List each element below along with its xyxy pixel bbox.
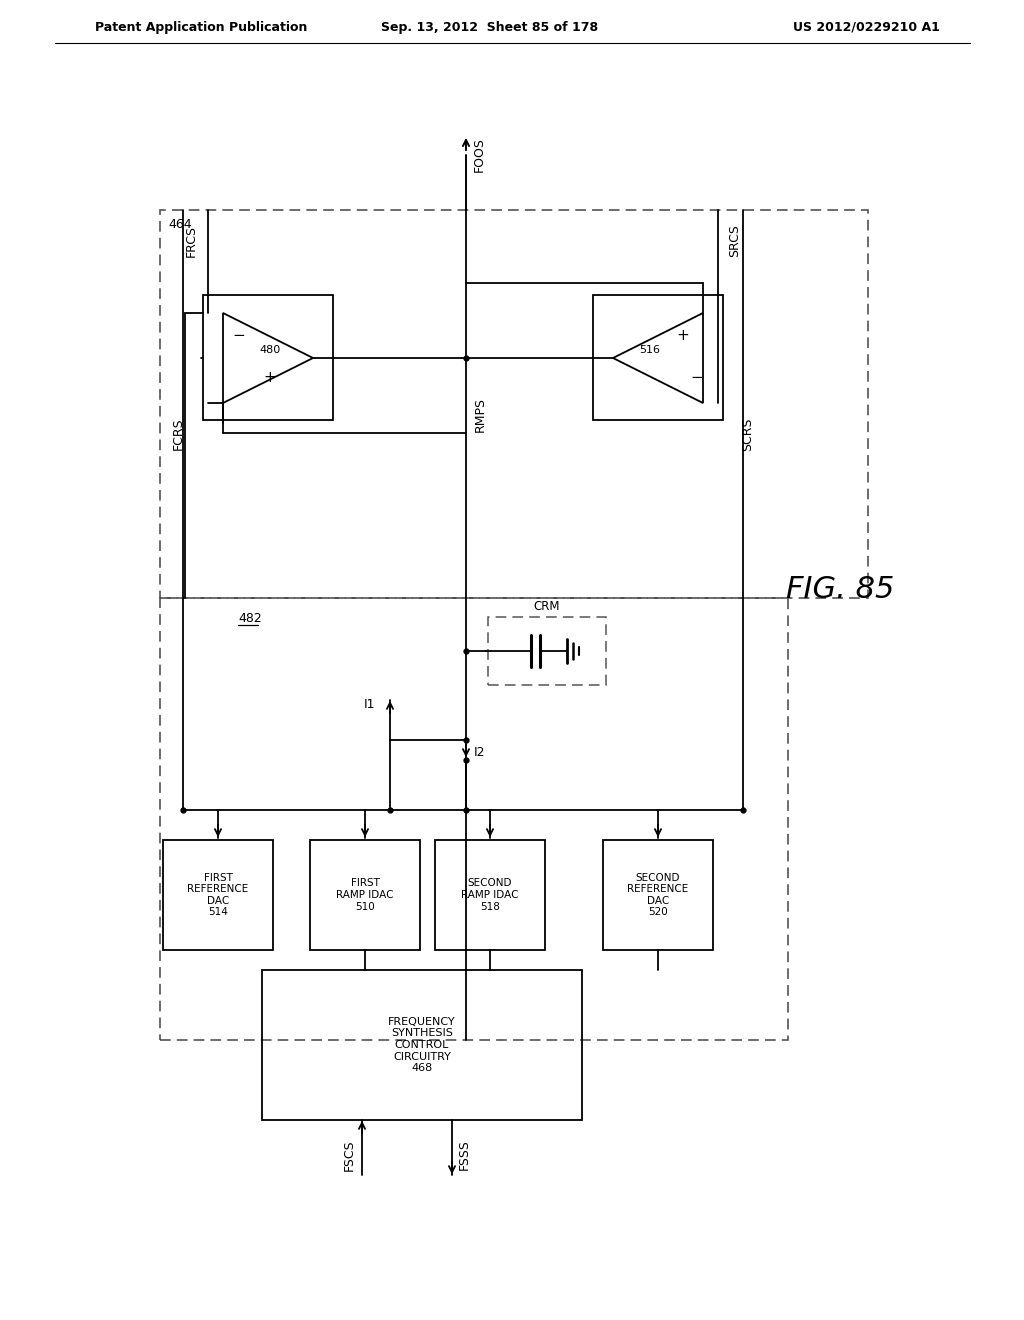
Text: I2: I2 [474, 746, 485, 759]
Text: 464: 464 [168, 218, 191, 231]
Bar [160, 210, 868, 598]
Text: SRCS: SRCS [728, 224, 741, 257]
Text: Sep. 13, 2012  Sheet 85 of 178: Sep. 13, 2012 Sheet 85 of 178 [381, 21, 599, 33]
Text: RMPS: RMPS [474, 396, 487, 432]
Text: I1: I1 [364, 698, 375, 711]
Bar [310, 840, 420, 950]
Text: FOOS: FOOS [473, 137, 486, 173]
Text: +: + [676, 329, 689, 343]
Text: SECOND
RAMP IDAC
518: SECOND RAMP IDAC 518 [461, 878, 519, 912]
Text: −: − [690, 371, 702, 385]
Text: FCRS: FCRS [171, 417, 184, 450]
Bar [203, 294, 333, 420]
Text: 482: 482 [238, 611, 262, 624]
Bar [603, 840, 713, 950]
Bar [163, 840, 273, 950]
Text: +: + [263, 371, 275, 385]
Text: FSCS: FSCS [343, 1139, 356, 1171]
Bar [488, 616, 606, 685]
Text: FRCS: FRCS [184, 224, 198, 257]
Bar [435, 840, 545, 950]
Text: SECOND
REFERENCE
DAC
520: SECOND REFERENCE DAC 520 [628, 873, 688, 917]
Text: 516: 516 [640, 345, 660, 355]
Text: −: − [232, 329, 245, 343]
Text: FIG. 85: FIG. 85 [785, 576, 894, 605]
Text: 480: 480 [259, 345, 281, 355]
Text: SCRS: SCRS [741, 417, 755, 450]
Text: Patent Application Publication: Patent Application Publication [95, 21, 307, 33]
Text: CRM: CRM [534, 601, 560, 614]
Bar [262, 970, 582, 1119]
Bar [160, 598, 788, 1040]
Bar [593, 294, 723, 420]
Text: FIRST
REFERENCE
DAC
514: FIRST REFERENCE DAC 514 [187, 873, 249, 917]
Text: FREQUENCY
SYNTHESIS
CONTROL
CIRCUITRY
468: FREQUENCY SYNTHESIS CONTROL CIRCUITRY 46… [388, 1016, 456, 1073]
Text: US 2012/0229210 A1: US 2012/0229210 A1 [794, 21, 940, 33]
Text: FIRST
RAMP IDAC
510: FIRST RAMP IDAC 510 [336, 878, 394, 912]
Text: FSSS: FSSS [458, 1139, 471, 1171]
